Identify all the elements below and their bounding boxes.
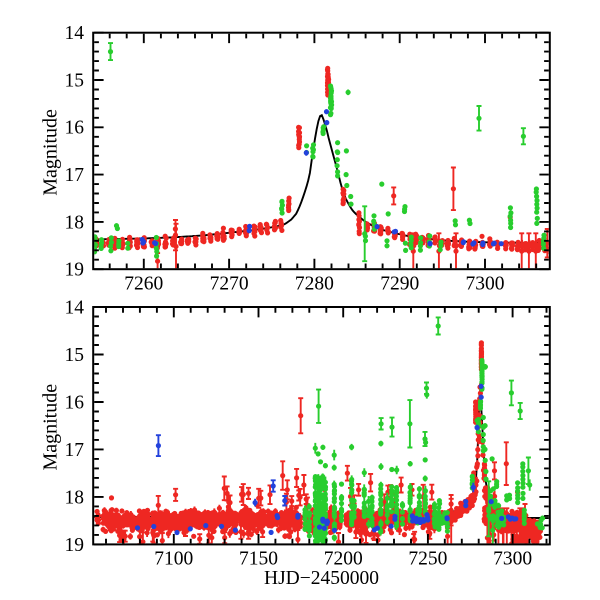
svg-text:14: 14 xyxy=(65,23,85,44)
svg-text:7250: 7250 xyxy=(408,549,447,570)
svg-text:16: 16 xyxy=(65,392,85,413)
svg-text:18: 18 xyxy=(65,487,85,508)
svg-text:HJD−2450000: HJD−2450000 xyxy=(264,568,379,589)
svg-text:7100: 7100 xyxy=(154,549,193,570)
svg-text:7270: 7270 xyxy=(210,273,249,294)
svg-text:7300: 7300 xyxy=(493,549,532,570)
svg-text:7300: 7300 xyxy=(466,273,505,294)
svg-text:7260: 7260 xyxy=(124,273,163,294)
svg-text:7280: 7280 xyxy=(295,273,334,294)
svg-text:15: 15 xyxy=(65,345,85,366)
svg-text:17: 17 xyxy=(65,165,85,186)
svg-text:16: 16 xyxy=(65,118,85,139)
svg-text:Magnitude: Magnitude xyxy=(39,109,61,196)
svg-text:17: 17 xyxy=(65,440,85,461)
svg-text:19: 19 xyxy=(65,535,85,556)
svg-text:Magnitude: Magnitude xyxy=(39,384,61,471)
svg-text:19: 19 xyxy=(65,260,85,281)
svg-text:14: 14 xyxy=(65,297,85,318)
svg-text:18: 18 xyxy=(65,212,85,233)
svg-text:7200: 7200 xyxy=(324,549,363,570)
svg-text:7290: 7290 xyxy=(380,273,419,294)
svg-text:15: 15 xyxy=(65,70,85,91)
svg-text:7150: 7150 xyxy=(239,549,278,570)
